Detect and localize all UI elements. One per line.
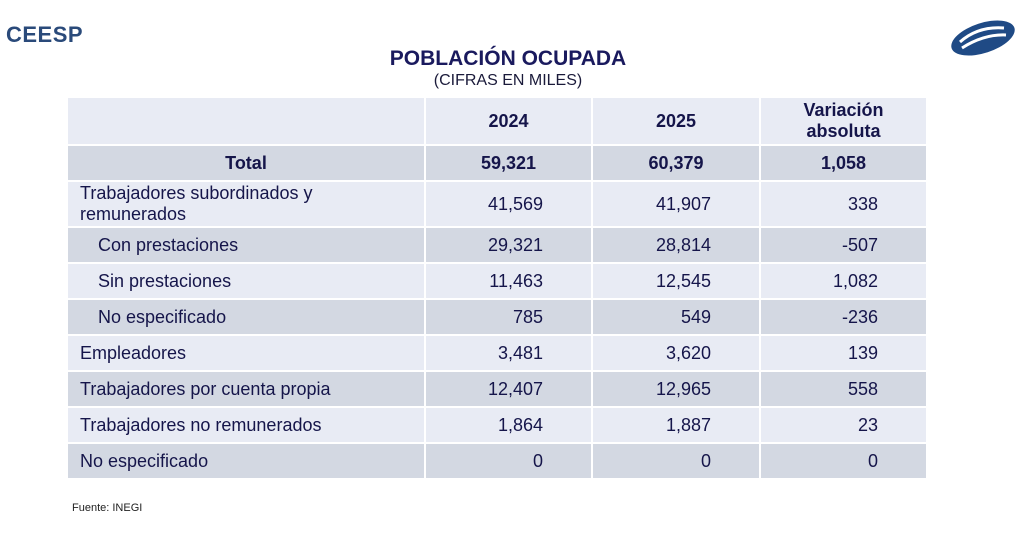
cell-2024: 29,321	[424, 226, 593, 264]
row-label: Trabajadores no remunerados	[66, 406, 426, 444]
cell-variation: -236	[759, 298, 928, 336]
ceesp-logo-text: CEESP	[6, 22, 84, 47]
cell-2025: 3,620	[591, 334, 761, 372]
table-row: Empleadores 3,481 3,620 139	[66, 334, 928, 372]
cell-2025: 60,379	[591, 144, 761, 182]
cell-2024: 12,407	[424, 370, 593, 408]
header-cell-variation: Variación absoluta	[759, 96, 928, 146]
table-row: No especificado 785 549 -236	[66, 298, 928, 336]
row-label: Con prestaciones	[66, 226, 426, 264]
cell-2024: 59,321	[424, 144, 593, 182]
row-label: Trabajadores subordinados y remunerados	[66, 180, 426, 228]
page-subtitle: (CIFRAS EN MILES)	[433, 72, 583, 89]
cell-2024: 1,864	[424, 406, 593, 444]
cell-2025: 28,814	[591, 226, 761, 264]
header-variation-label: Variación absoluta	[803, 100, 884, 141]
table-row-total: Total 59,321 60,379 1,058	[66, 144, 928, 182]
cell-2025: 0	[591, 442, 761, 480]
ceesp-logo-icon	[951, 20, 1015, 56]
cell-2024: 3,481	[424, 334, 593, 372]
table-row: Trabajadores por cuenta propia 12,407 12…	[66, 370, 928, 408]
source-note: Fuente: INEGI	[72, 502, 143, 514]
page-title: POBLACIÓN OCUPADA	[389, 47, 627, 70]
table-row: Trabajadores no remunerados 1,864 1,887 …	[66, 406, 928, 444]
row-label: Total	[66, 144, 426, 182]
table-row: Con prestaciones 29,321 28,814 -507	[66, 226, 928, 264]
row-label: Trabajadores por cuenta propia	[66, 370, 426, 408]
row-label: No especificado	[66, 298, 426, 336]
header-cell-2024: 2024	[424, 96, 593, 146]
cell-variation: 0	[759, 442, 928, 480]
header-cell-label	[66, 96, 426, 146]
row-label: No especificado	[66, 442, 426, 480]
cell-variation: 23	[759, 406, 928, 444]
cell-variation: 338	[759, 180, 928, 228]
cell-2024: 0	[424, 442, 593, 480]
cell-2024: 41,569	[424, 180, 593, 228]
table-header-row: 2024 2025 Variación absoluta	[66, 96, 928, 146]
row-label: Empleadores	[66, 334, 426, 372]
table-row: Trabajadores subordinados y remunerados …	[66, 180, 928, 228]
cell-2025: 1,887	[591, 406, 761, 444]
cell-variation: -507	[759, 226, 928, 264]
cell-variation: 1,082	[759, 262, 928, 300]
row-label: Sin prestaciones	[66, 262, 426, 300]
cell-2025: 549	[591, 298, 761, 336]
population-table: 2024 2025 Variación absoluta Total 59,32…	[66, 96, 928, 480]
header-cell-2025: 2025	[591, 96, 761, 146]
cell-2024: 11,463	[424, 262, 593, 300]
cell-2024: 785	[424, 298, 593, 336]
cell-variation: 558	[759, 370, 928, 408]
table-row: No especificado 0 0 0	[66, 442, 928, 480]
cell-variation: 139	[759, 334, 928, 372]
cell-2025: 41,907	[591, 180, 761, 228]
table-row: Sin prestaciones 11,463 12,545 1,082	[66, 262, 928, 300]
cell-2025: 12,965	[591, 370, 761, 408]
cell-variation: 1,058	[759, 144, 928, 182]
cell-2025: 12,545	[591, 262, 761, 300]
